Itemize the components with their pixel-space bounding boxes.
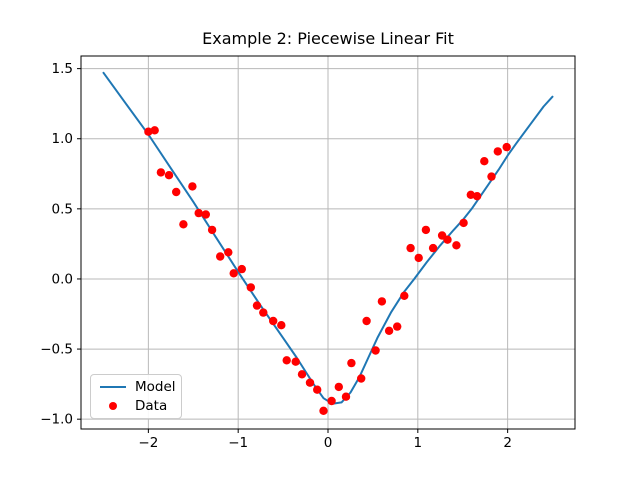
data-point: [188, 182, 197, 191]
data-point: [164, 171, 174, 180]
data-point: [377, 297, 387, 306]
data-point: [443, 235, 452, 244]
data-point: [362, 316, 371, 326]
x-tick-label: 1: [414, 435, 423, 451]
data-point: [421, 225, 431, 235]
data-point: [224, 248, 233, 257]
data-point: [480, 157, 489, 166]
model-line-icon: [98, 385, 128, 388]
x-tick-label: −2: [138, 435, 158, 451]
data-point: [259, 308, 268, 317]
data-point: [237, 264, 246, 274]
data-point: [319, 406, 328, 415]
data-point: [357, 374, 366, 383]
data-point: [297, 370, 307, 379]
legend-item-model: Model: [98, 377, 176, 396]
data-point: [216, 252, 225, 261]
data-point: [172, 187, 181, 197]
data-point: [414, 253, 423, 263]
data-point: [229, 269, 238, 278]
data-point: [341, 392, 351, 401]
x-tick-label: 2: [503, 435, 512, 451]
data-point: [384, 326, 394, 335]
tick-marks: −2 −1 0 1 2 −1.0 −0.5 0.0 0.5 1.0 1.5: [40, 61, 512, 451]
data-point: [371, 346, 380, 355]
data-point: [459, 218, 468, 228]
data-point: [144, 127, 153, 136]
y-tick-label: 0.5: [52, 201, 73, 217]
data-point: [207, 225, 217, 235]
y-tick-label: 1.5: [52, 61, 73, 77]
plot-title: Example 2: Piecewise Linear Fit: [202, 29, 454, 48]
data-marker-swatch: [109, 402, 117, 411]
data-point: [179, 220, 188, 229]
data-points: [144, 126, 511, 415]
data-point: [291, 357, 300, 366]
x-tick-label: −1: [228, 435, 248, 451]
data-point: [327, 396, 336, 406]
legend-label-model: Model: [135, 378, 176, 395]
data-point: [269, 316, 278, 326]
y-tick-label: −0.5: [40, 342, 73, 358]
x-tick-label: 0: [324, 435, 333, 451]
grid-lines: [81, 56, 575, 429]
data-point: [150, 126, 159, 135]
data-point: [493, 147, 502, 156]
legend-item-data: Data: [98, 397, 175, 416]
data-point: [393, 322, 402, 331]
data-point: [252, 301, 262, 310]
data-point: [472, 192, 482, 201]
data-point: [305, 378, 315, 387]
model-line-swatch: [100, 385, 126, 388]
data-point: [313, 385, 322, 394]
data-point: [452, 241, 461, 250]
data-point: [201, 210, 210, 219]
data-point: [406, 243, 415, 253]
data-point: [156, 168, 166, 177]
legend-label-data: Data: [135, 398, 168, 415]
data-point: [487, 172, 496, 181]
y-tick-label: 0.0: [52, 271, 73, 287]
data-point: [194, 208, 203, 218]
data-point: [277, 321, 286, 330]
data-point: [246, 283, 255, 292]
data-point: [428, 243, 438, 253]
data-point: [347, 358, 356, 368]
data-point: [400, 291, 409, 300]
data-point: [282, 356, 291, 365]
y-tick-label: 1.0: [52, 131, 73, 147]
data-point: [334, 382, 343, 392]
data-point: [502, 142, 511, 152]
data-point: [466, 190, 475, 199]
y-tick-label: −1.0: [40, 412, 73, 428]
data-marker-icon: [98, 402, 128, 411]
legend: Model Data: [90, 374, 182, 419]
